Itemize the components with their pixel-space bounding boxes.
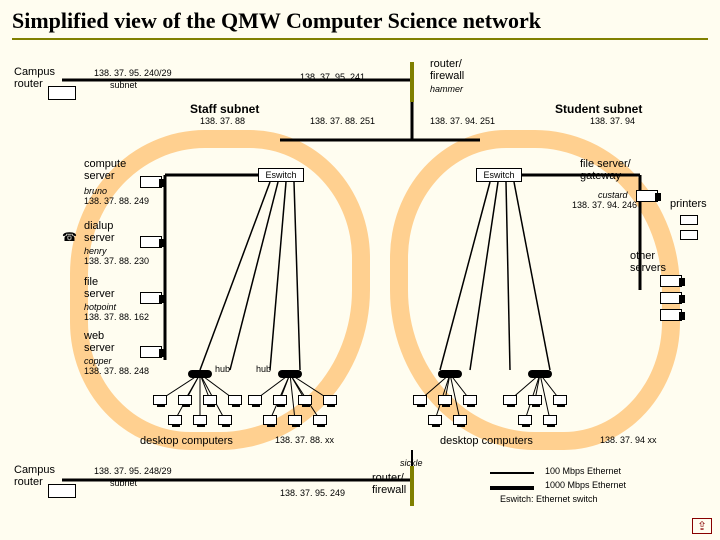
staff-desktop	[153, 395, 167, 405]
bottom-subnet-word: subnet	[110, 478, 137, 488]
student-desktop	[413, 395, 427, 405]
student-desktop	[453, 415, 467, 425]
student-fileserver-name: custard	[598, 190, 628, 200]
firewall-bottom-icon	[410, 466, 414, 506]
staff-desktop	[248, 395, 262, 405]
campus-router-bottom-icon	[48, 484, 76, 498]
compute-name: bruno	[84, 186, 107, 196]
web-server-icon	[140, 346, 162, 358]
student-desktop	[503, 395, 517, 405]
student-hub2-icon	[528, 370, 552, 378]
student-desktop	[553, 395, 567, 405]
firewall-top-icon	[410, 62, 414, 102]
dialup-name: henry	[84, 246, 107, 256]
staff-desktop	[288, 415, 302, 425]
staff-desktop	[218, 415, 232, 425]
staff-hub2-icon	[278, 370, 302, 378]
top-link-ip: 138. 37. 95. 241	[300, 72, 365, 82]
staff-hub1-icon	[188, 370, 212, 378]
legend-100-label: 100 Mbps Ethernet	[545, 466, 621, 476]
file-ip: 138. 37. 88. 162	[84, 312, 149, 322]
other-server-icon	[660, 292, 682, 304]
diagram-canvas: Campus router 138. 37. 95. 240/29 subnet…	[0, 40, 720, 540]
staff-hub2-label: hub	[256, 364, 271, 374]
student-fileserver-ip: 138. 37. 94. 246	[572, 200, 637, 210]
staff-desktop	[193, 415, 207, 425]
student-desktop	[528, 395, 542, 405]
file-server-icon	[140, 292, 162, 304]
staff-desktop	[203, 395, 217, 405]
legend-1000-line	[490, 486, 534, 490]
student-fileserver-icon	[636, 190, 658, 202]
nav-return-icon[interactable]: ⇪	[692, 518, 712, 534]
staff-eswitch: Eswitch	[258, 168, 304, 182]
staff-desktop	[178, 395, 192, 405]
student-subnet-ip: 138. 37. 94	[590, 116, 635, 126]
other-servers-label: other servers	[630, 250, 666, 274]
staff-desktop	[298, 395, 312, 405]
printer-icon	[680, 230, 698, 240]
staff-desktop	[228, 395, 242, 405]
legend-eswitch-label: Eswitch: Ethernet switch	[500, 494, 598, 504]
compute-server-icon	[140, 176, 162, 188]
web-ip: 138. 37. 88. 248	[84, 366, 149, 376]
staff-subnet-heading: Staff subnet	[190, 102, 259, 116]
student-desktops-label: desktop computers	[440, 435, 533, 447]
dialup-server-label: dialup server	[84, 220, 115, 244]
staff-desktop	[273, 395, 287, 405]
other-server-icon	[660, 309, 682, 321]
firewall-top-name: hammer	[430, 84, 463, 94]
top-subnet-ip: 138. 37. 95. 240/29	[94, 68, 172, 78]
student-desktops-ip: 138. 37. 94 xx	[600, 435, 657, 445]
staff-desktops-label: desktop computers	[140, 435, 233, 447]
staff-subnet-ip: 138. 37. 88	[200, 116, 245, 126]
file-name: hotpoint	[84, 302, 116, 312]
student-hub1-icon	[438, 370, 462, 378]
legend-1000-label: 1000 Mbps Ethernet	[545, 480, 626, 490]
student-firewall-ip: 138. 37. 94. 251	[430, 116, 495, 126]
staff-desktop	[168, 415, 182, 425]
other-server-icon	[660, 275, 682, 287]
campus-router-top-icon	[48, 86, 76, 100]
staff-desktop	[323, 395, 337, 405]
firewall-bottom-label: router/ firewall	[372, 472, 406, 496]
student-fileserver-label: file server/ gateway	[580, 158, 631, 182]
dialup-server-icon	[140, 236, 162, 248]
top-subnet-word: subnet	[110, 80, 137, 90]
file-server-label: file server	[84, 276, 115, 300]
compute-server-label: compute server	[84, 158, 126, 182]
student-desktop	[543, 415, 557, 425]
staff-desktops-ip: 138. 37. 88. xx	[275, 435, 334, 445]
compute-ip: 138. 37. 88. 249	[84, 196, 149, 206]
web-name: copper	[84, 356, 112, 366]
staff-desktop	[313, 415, 327, 425]
legend-100-line	[490, 472, 534, 474]
student-eswitch: Eswitch	[476, 168, 522, 182]
dialup-ip: 138. 37. 88. 230	[84, 256, 149, 266]
student-desktop	[463, 395, 477, 405]
staff-hub1-label: hub	[215, 364, 230, 374]
student-desktop	[428, 415, 442, 425]
firewall-top-label: router/ firewall	[430, 58, 464, 82]
student-subnet-heading: Student subnet	[555, 102, 642, 116]
printer-icon	[680, 215, 698, 225]
bottom-subnet-ip: 138. 37. 95. 248/29	[94, 466, 172, 476]
student-desktop	[438, 395, 452, 405]
student-desktop	[518, 415, 532, 425]
phone-icon: ☎	[62, 230, 77, 244]
staff-desktop	[263, 415, 277, 425]
bottom-link-ip: 138. 37. 95. 249	[280, 488, 345, 498]
page-title: Simplified view of the QMW Computer Scie…	[0, 0, 720, 38]
printers-label: printers	[670, 198, 707, 210]
web-server-label: web server	[84, 330, 115, 354]
staff-firewall-ip: 138. 37. 88. 251	[310, 116, 375, 126]
